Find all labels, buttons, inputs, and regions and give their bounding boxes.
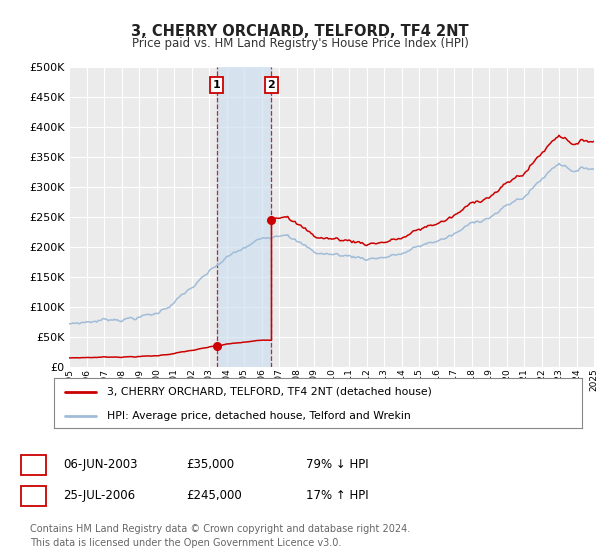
Text: 2: 2 (29, 489, 38, 502)
Text: Contains HM Land Registry data © Crown copyright and database right 2024.: Contains HM Land Registry data © Crown c… (30, 524, 410, 534)
Text: 17% ↑ HPI: 17% ↑ HPI (306, 489, 368, 502)
Text: 1: 1 (29, 458, 38, 472)
Text: 3, CHERRY ORCHARD, TELFORD, TF4 2NT (detached house): 3, CHERRY ORCHARD, TELFORD, TF4 2NT (det… (107, 386, 431, 396)
Text: 06-JUN-2003: 06-JUN-2003 (63, 458, 137, 472)
Text: 2: 2 (268, 80, 275, 90)
Text: £245,000: £245,000 (186, 489, 242, 502)
Bar (217, 67, 271, 367)
Text: 1: 1 (213, 80, 221, 90)
Text: 25-JUL-2006: 25-JUL-2006 (63, 489, 135, 502)
Text: 3, CHERRY ORCHARD, TELFORD, TF4 2NT: 3, CHERRY ORCHARD, TELFORD, TF4 2NT (131, 24, 469, 39)
Text: 79% ↓ HPI: 79% ↓ HPI (306, 458, 368, 472)
Text: HPI: Average price, detached house, Telford and Wrekin: HPI: Average price, detached house, Telf… (107, 411, 410, 421)
Text: £35,000: £35,000 (186, 458, 234, 472)
Text: Price paid vs. HM Land Registry's House Price Index (HPI): Price paid vs. HM Land Registry's House … (131, 37, 469, 50)
Text: This data is licensed under the Open Government Licence v3.0.: This data is licensed under the Open Gov… (30, 538, 341, 548)
